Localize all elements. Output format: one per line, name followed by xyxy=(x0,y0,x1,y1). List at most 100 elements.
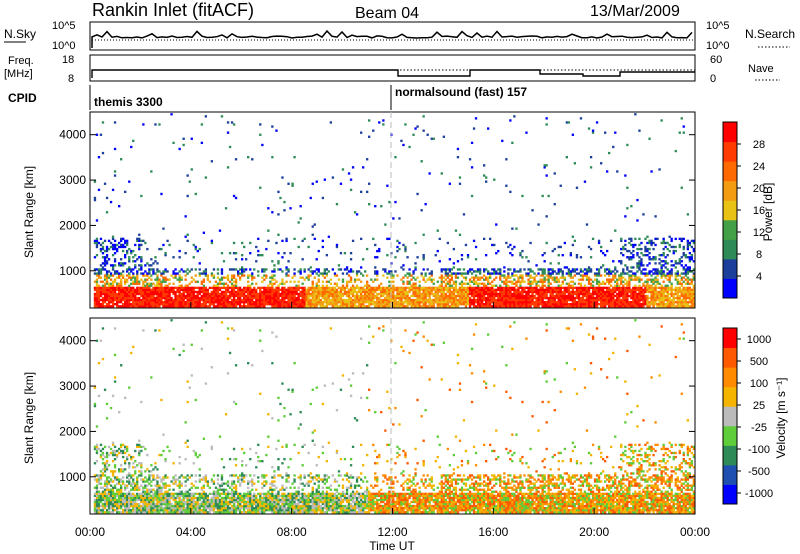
power-cell xyxy=(309,298,312,302)
power-cell xyxy=(662,237,665,241)
power-cell xyxy=(398,217,401,220)
power-cell xyxy=(642,264,645,267)
power-cell xyxy=(301,286,304,290)
power-cell xyxy=(392,298,395,302)
power-cell xyxy=(569,280,573,283)
power-cell xyxy=(113,278,117,281)
power-cell xyxy=(140,290,143,294)
power-cell xyxy=(321,245,325,249)
power-cell xyxy=(261,143,264,147)
power-cell xyxy=(128,298,131,302)
velocity-cell xyxy=(101,458,105,461)
power-cell xyxy=(289,294,292,298)
power-cell xyxy=(216,272,220,275)
power-cell xyxy=(664,274,667,277)
power-cell xyxy=(678,288,681,292)
power-cell xyxy=(472,286,476,290)
velocity-cell xyxy=(118,490,121,493)
power-cell xyxy=(364,290,367,294)
power-cell xyxy=(349,258,353,261)
power-cell xyxy=(239,278,242,281)
power-cell xyxy=(285,290,288,294)
power-cell xyxy=(113,121,117,124)
power-cell xyxy=(521,276,524,279)
power-cell xyxy=(239,294,242,298)
power-cell xyxy=(573,290,577,294)
velocity-cell xyxy=(118,411,121,414)
power-cell xyxy=(400,294,403,298)
power-cell xyxy=(686,266,690,269)
power-cell xyxy=(202,288,206,292)
power-cell xyxy=(206,276,210,279)
power-cell xyxy=(194,301,197,304)
power-cell xyxy=(253,276,256,279)
power-cell xyxy=(245,301,248,304)
power-cell xyxy=(333,294,337,298)
power-cell xyxy=(186,174,189,177)
power-cell xyxy=(216,284,220,287)
power-cell xyxy=(567,268,571,271)
power-cell xyxy=(503,294,506,298)
power-cell xyxy=(690,294,694,298)
power-cell xyxy=(474,258,478,261)
power-cell xyxy=(448,288,452,292)
power-cell xyxy=(481,294,484,298)
velocity-cell xyxy=(103,462,107,465)
power-cell xyxy=(652,303,655,306)
power-cell xyxy=(335,203,339,206)
power-cell xyxy=(620,272,623,275)
power-cell xyxy=(277,262,280,265)
power-cell xyxy=(277,301,280,304)
power-cell xyxy=(358,305,361,308)
power-cell xyxy=(458,294,462,298)
power-cell xyxy=(140,303,143,306)
power-cell xyxy=(591,303,595,306)
power-cell xyxy=(265,268,268,271)
power-cell xyxy=(283,292,286,296)
power-cell xyxy=(224,303,228,306)
power-cell xyxy=(517,296,520,300)
power-cell xyxy=(495,290,498,294)
power-cell xyxy=(426,290,429,294)
power-cell xyxy=(608,272,611,275)
power-cell xyxy=(160,272,163,275)
power-cell xyxy=(265,274,268,277)
power-cell xyxy=(384,298,387,302)
beam-label: Beam 04 xyxy=(355,5,419,22)
power-cell xyxy=(527,288,530,292)
power-cell xyxy=(265,286,268,290)
power-cell xyxy=(565,282,569,285)
power-cell xyxy=(97,241,101,245)
power-cell xyxy=(656,294,659,298)
power-cell xyxy=(559,301,562,304)
power-cell xyxy=(95,219,99,222)
power-cell xyxy=(555,292,558,296)
power-cell xyxy=(182,292,185,296)
power-cell xyxy=(218,296,222,300)
power-cell xyxy=(470,292,474,296)
power-cell xyxy=(585,290,589,294)
power-cell xyxy=(210,272,214,275)
power-cell xyxy=(239,303,242,306)
power-cell xyxy=(563,266,567,269)
power-cell xyxy=(616,301,619,304)
power-cell xyxy=(230,290,234,294)
power-cell xyxy=(539,286,542,290)
power-cell xyxy=(567,282,571,285)
power-cell xyxy=(331,294,335,298)
power-cell xyxy=(493,243,496,247)
power-cell xyxy=(281,303,284,306)
power-cell xyxy=(483,164,486,167)
power-cell xyxy=(577,305,581,308)
power-cell xyxy=(198,290,201,294)
power-cell xyxy=(537,268,540,271)
power-cell xyxy=(406,294,409,298)
power-cell xyxy=(321,280,325,283)
power-cell xyxy=(360,288,363,292)
power-cell xyxy=(513,290,516,294)
power-cell xyxy=(368,301,371,304)
power-cell xyxy=(438,303,441,306)
power-cell xyxy=(474,305,478,308)
power-cell xyxy=(483,294,486,298)
power-cell xyxy=(378,292,381,296)
